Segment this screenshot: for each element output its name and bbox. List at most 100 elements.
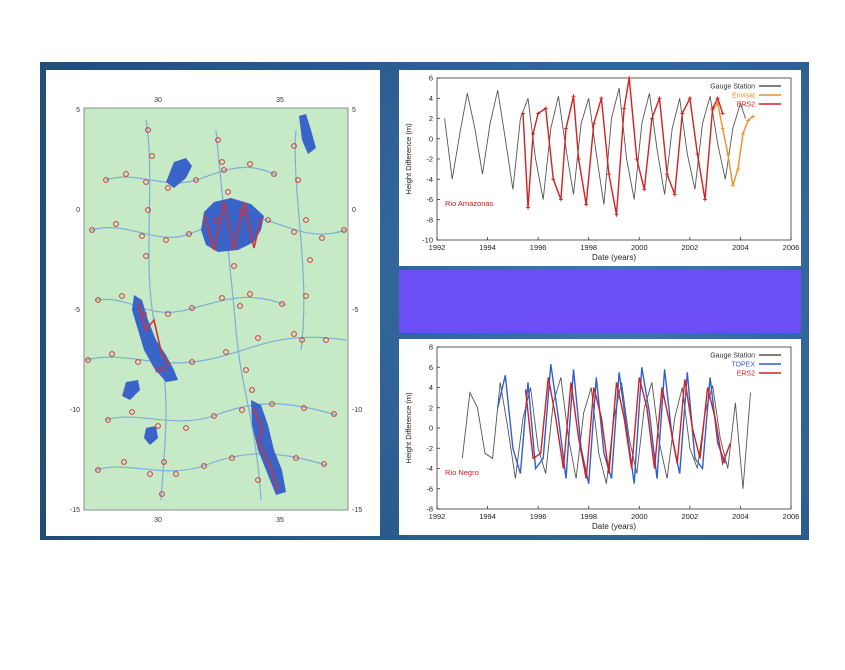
map-frame bbox=[83, 107, 349, 511]
altimeter-track-marker bbox=[189, 359, 195, 365]
x-tick-label: 2000 bbox=[631, 243, 648, 252]
x-tick-label: 1994 bbox=[479, 512, 496, 521]
altimeter-track-marker bbox=[103, 177, 109, 183]
altimeter-track-marker bbox=[145, 127, 151, 133]
river-annotation: Rio Negro bbox=[445, 468, 479, 477]
altimeter-track-marker bbox=[255, 477, 261, 483]
altimeter-track-marker bbox=[173, 471, 179, 477]
y-tick-label: 6 bbox=[429, 363, 433, 372]
y-tick-label: 2 bbox=[429, 403, 433, 412]
altimeter-track-marker bbox=[109, 351, 115, 357]
y-tick-label: 0 bbox=[429, 424, 433, 433]
x-tick-label: 2002 bbox=[682, 243, 699, 252]
legend-label: Gauge Station bbox=[710, 353, 755, 360]
altimeter-track-marker bbox=[341, 227, 347, 233]
lake-west bbox=[122, 380, 140, 400]
altimeter-track-marker bbox=[243, 367, 249, 373]
altimeter-track-marker bbox=[165, 185, 171, 191]
series-line-ers2 bbox=[522, 77, 724, 215]
x-tick-label: 1998 bbox=[580, 243, 597, 252]
y-axis-label: Height Difference (m) bbox=[404, 123, 413, 195]
lake-small bbox=[144, 426, 158, 445]
y-tick-label: -10 bbox=[422, 236, 433, 245]
rio-amazonas-chart: 1992 1994 1996 1998 2000 2002 2004 2006 6 4 2 0 -2 -4… bbox=[404, 74, 800, 263]
map-x-tick-bottom-35: 35 bbox=[276, 517, 284, 524]
legend-label: ERS2 bbox=[737, 102, 755, 109]
altimeter-track-marker bbox=[213, 217, 219, 223]
x-tick-label: 2006 bbox=[783, 512, 800, 521]
map-y-tick-right-minus5: -5 bbox=[352, 307, 358, 314]
altimeter-track-marker bbox=[229, 455, 235, 461]
altimeter-track-marker bbox=[105, 417, 111, 423]
altimeter-track-marker bbox=[119, 293, 125, 299]
altimeter-track-marker bbox=[293, 455, 299, 461]
lake-northwest bbox=[166, 158, 192, 188]
altimeter-track-marker bbox=[279, 301, 285, 307]
x-tick-label: 1996 bbox=[530, 512, 547, 521]
altimeter-track-marker bbox=[161, 365, 167, 371]
altimeter-track-marker bbox=[189, 305, 195, 311]
altimeter-track-marker bbox=[215, 137, 221, 143]
altimeter-track-marker bbox=[291, 143, 297, 149]
altimeter-track-marker bbox=[239, 209, 245, 215]
altimetry-map: 30 35 30 35 5 0 -5 -10 -15 5 0 -5 -10 -1… bbox=[70, 97, 362, 524]
y-tick-label: -2 bbox=[426, 155, 433, 164]
map-y-tick-right-minus10: -10 bbox=[352, 407, 362, 414]
y-tick-label: 0 bbox=[429, 134, 433, 143]
y-tick-label: -4 bbox=[426, 175, 433, 184]
altimeter-track-marker bbox=[123, 171, 129, 177]
altimeter-track-marker bbox=[201, 463, 207, 469]
altimeter-track-marker bbox=[183, 425, 189, 431]
y-tick-label: 2 bbox=[429, 114, 433, 123]
x-tick-label: 1998 bbox=[580, 512, 597, 521]
x-tick-label: 1994 bbox=[479, 243, 496, 252]
x-axis-label: Date (years) bbox=[592, 522, 636, 531]
altimeter-track-marker bbox=[295, 177, 301, 183]
altimeter-track-marker bbox=[219, 159, 225, 165]
map-y-tick-right-minus15: -15 bbox=[352, 507, 362, 514]
altimeter-track-marker bbox=[161, 459, 167, 465]
map-x-tick-bottom-30: 30 bbox=[154, 517, 162, 524]
y-tick-label: -8 bbox=[426, 215, 433, 224]
altimeter-track-marker bbox=[237, 303, 243, 309]
altimeter-track-marker bbox=[321, 461, 327, 467]
map-y-tick-minus10: -10 bbox=[70, 407, 80, 414]
y-axis-label: Height Difference (m) bbox=[404, 392, 413, 464]
series-line-topex bbox=[497, 364, 726, 484]
altimeter-track-marker bbox=[239, 407, 245, 413]
altimeter-track-marker bbox=[113, 221, 119, 227]
x-tick-label: 2002 bbox=[682, 512, 699, 521]
altimeter-track-marker bbox=[303, 293, 309, 299]
altimeter-track-marker bbox=[301, 405, 307, 411]
altimeter-track-marker bbox=[89, 227, 95, 233]
y-tick-label: 6 bbox=[429, 74, 433, 83]
y-tick-label: -2 bbox=[426, 444, 433, 453]
altimeter-track-marker bbox=[291, 331, 297, 337]
altimeter-track-marker bbox=[221, 167, 227, 173]
map-y-tick-0: 0 bbox=[76, 207, 80, 214]
altimeter-track-marker bbox=[95, 297, 101, 303]
altimeter-track-marker bbox=[255, 335, 261, 341]
altimeter-track-marker bbox=[165, 311, 171, 317]
altimeter-track-marker bbox=[249, 387, 255, 393]
altimeter-track-marker bbox=[247, 161, 253, 167]
legend-label: Envisat bbox=[732, 93, 755, 100]
x-tick-label: 2006 bbox=[783, 243, 800, 252]
x-tick-label: 1992 bbox=[429, 512, 446, 521]
map-y-tick-minus15: -15 bbox=[70, 507, 80, 514]
rio-amazonas-chart-panel: 1992 1994 1996 1998 2000 2002 2004 2006 6 4 2 0 -2 -4… bbox=[399, 70, 801, 266]
altimeter-track-marker bbox=[219, 295, 225, 301]
x-tick-label: 2000 bbox=[631, 512, 648, 521]
altimeter-track-marker bbox=[223, 349, 229, 355]
x-tick-label: 1996 bbox=[530, 243, 547, 252]
y-tick-label: -6 bbox=[426, 484, 433, 493]
altimeter-track-marker bbox=[121, 459, 127, 465]
x-tick-label: 1992 bbox=[429, 243, 446, 252]
altimeter-track-marker bbox=[307, 257, 313, 263]
altimeter-track-marker bbox=[159, 491, 165, 497]
slide-background: 30 35 30 35 5 0 -5 -10 -15 5 0 -5 -10 -1… bbox=[40, 62, 809, 540]
map-y-tick-right-0: 0 bbox=[352, 207, 356, 214]
altimeter-track-marker bbox=[139, 233, 145, 239]
river-annotation: Rio Amazonas bbox=[445, 199, 494, 208]
altimeter-track-marker bbox=[147, 471, 153, 477]
